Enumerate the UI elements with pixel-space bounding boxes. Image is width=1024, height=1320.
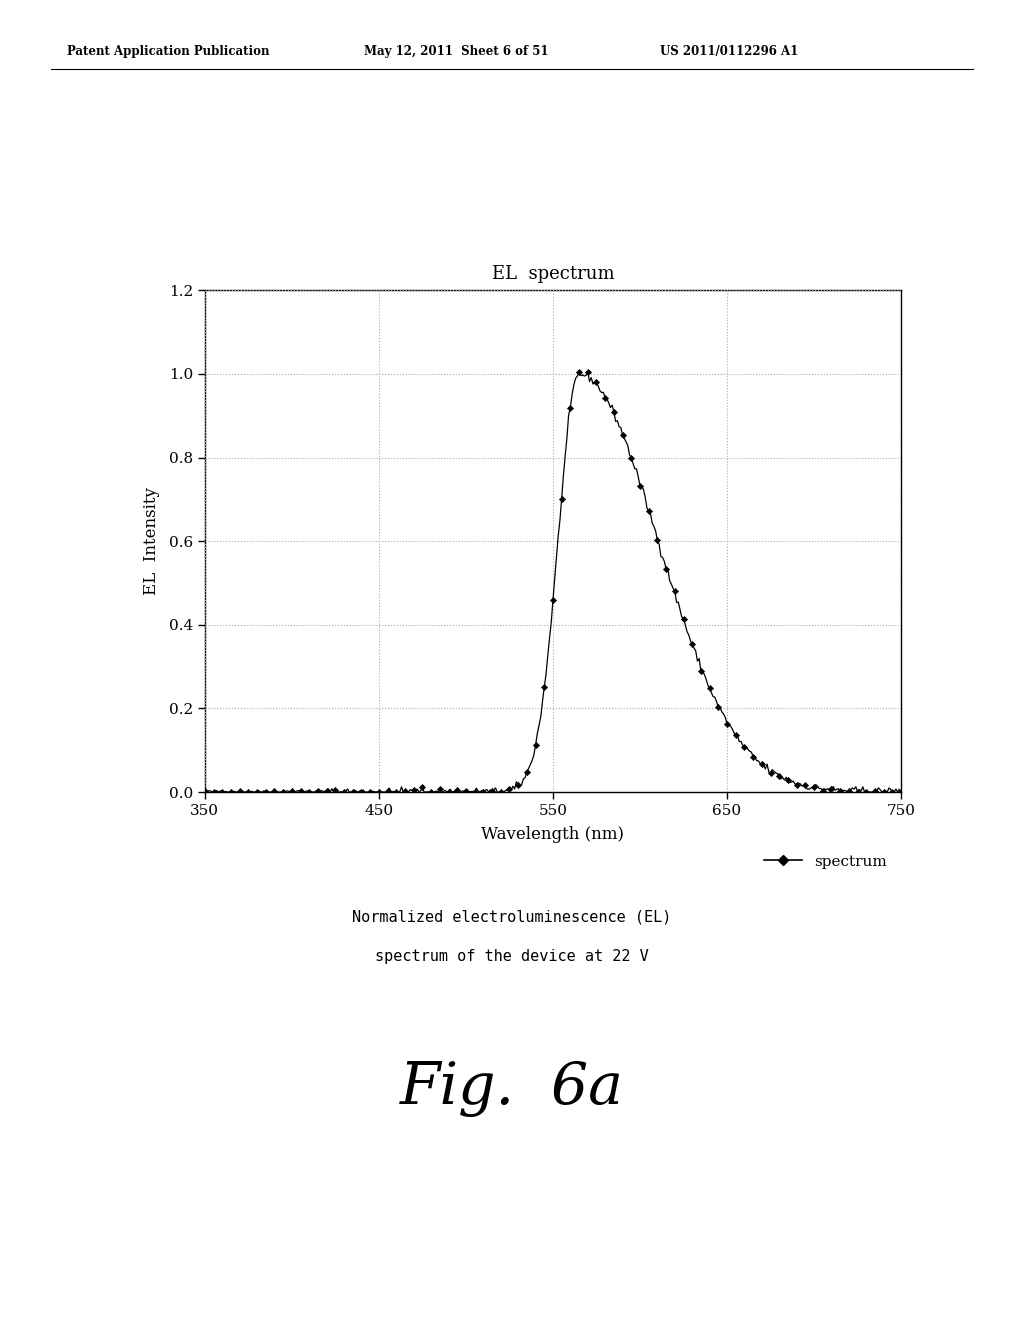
Text: Patent Application Publication: Patent Application Publication — [67, 45, 269, 58]
Text: US 2011/0112296 A1: US 2011/0112296 A1 — [660, 45, 799, 58]
X-axis label: Wavelength (nm): Wavelength (nm) — [481, 826, 625, 843]
Text: Fig.  6a: Fig. 6a — [400, 1061, 624, 1117]
Text: Normalized electroluminescence (EL): Normalized electroluminescence (EL) — [352, 909, 672, 925]
Legend: spectrum: spectrum — [758, 849, 894, 875]
Text: spectrum of the device at 22 V: spectrum of the device at 22 V — [375, 949, 649, 965]
Title: EL  spectrum: EL spectrum — [492, 265, 614, 284]
Text: May 12, 2011  Sheet 6 of 51: May 12, 2011 Sheet 6 of 51 — [364, 45, 548, 58]
Y-axis label: EL  Intensity: EL Intensity — [143, 487, 161, 595]
